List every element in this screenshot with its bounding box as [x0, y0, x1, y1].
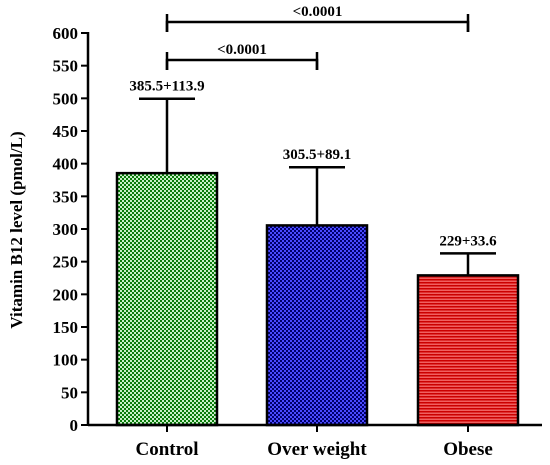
significance-bracket	[165, 20, 470, 32]
y-tick-label: 500	[53, 89, 79, 108]
x-tick-label: Over weight	[267, 439, 367, 460]
bar-obese	[416, 274, 520, 427]
y-tick-label: 350	[53, 187, 79, 206]
y-tick-label: 400	[53, 155, 79, 174]
y-tick-label: 300	[53, 220, 79, 239]
error-bars	[139, 97, 496, 276]
y-axis: 0 50 100 150 200 250 300 350 400 450 500 550 600	[53, 24, 90, 435]
x-tick-label: Obese	[443, 439, 493, 460]
y-axis-label: Vitamin B12 level (pmol/L)	[7, 131, 26, 328]
bars	[115, 171, 520, 427]
significance-brackets: <0.0001 <0.0001	[165, 4, 470, 70]
y-tick-label: 600	[53, 24, 79, 43]
significance-label: <0.0001	[293, 4, 343, 20]
data-labels: 385.5+113.9 305.5+89.1 229+33.6	[129, 79, 497, 250]
y-tick-label: 100	[53, 351, 79, 370]
y-tick-label: 50	[61, 383, 78, 402]
y-tick-label: 250	[53, 253, 79, 272]
data-label: 229+33.6	[439, 233, 497, 249]
x-tick-label: Control	[136, 439, 199, 460]
x-axis: Control Over weight Obese	[88, 423, 542, 460]
bar-control	[115, 171, 219, 427]
significance-label: <0.0001	[217, 42, 267, 58]
data-label: 385.5+113.9	[129, 79, 204, 95]
significance-bracket	[165, 58, 319, 70]
bar-over-weight	[265, 224, 369, 427]
data-label: 305.5+89.1	[283, 147, 352, 163]
y-tick-label: 0	[70, 416, 79, 435]
y-tick-label: 150	[53, 318, 79, 337]
y-tick-label: 550	[53, 57, 79, 76]
y-tick-label: 200	[53, 285, 79, 304]
y-tick-label: 450	[53, 122, 79, 141]
